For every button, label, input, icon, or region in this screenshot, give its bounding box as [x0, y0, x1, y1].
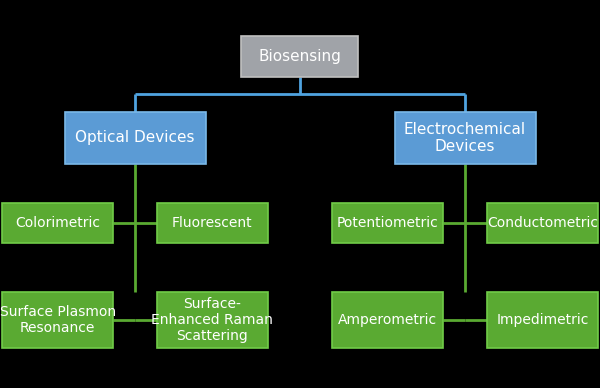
- FancyBboxPatch shape: [332, 203, 443, 244]
- FancyBboxPatch shape: [65, 112, 206, 164]
- Text: Potentiometric: Potentiometric: [337, 216, 439, 230]
- FancyBboxPatch shape: [487, 203, 598, 244]
- FancyBboxPatch shape: [157, 292, 268, 348]
- Text: Fluorescent: Fluorescent: [172, 216, 253, 230]
- FancyBboxPatch shape: [157, 203, 268, 244]
- Text: Amperometric: Amperometric: [338, 313, 437, 327]
- Text: Colorimetric: Colorimetric: [15, 216, 100, 230]
- FancyBboxPatch shape: [487, 292, 598, 348]
- Text: Surface Plasmon
Resonance: Surface Plasmon Resonance: [0, 305, 116, 335]
- FancyBboxPatch shape: [2, 203, 113, 244]
- Text: Surface-
Enhanced Raman
Scattering: Surface- Enhanced Raman Scattering: [151, 297, 274, 343]
- FancyBboxPatch shape: [2, 292, 113, 348]
- FancyBboxPatch shape: [395, 112, 536, 164]
- FancyBboxPatch shape: [332, 292, 443, 348]
- Text: Conductometric: Conductometric: [487, 216, 598, 230]
- Text: Electrochemical
Devices: Electrochemical Devices: [404, 121, 526, 154]
- Text: Optical Devices: Optical Devices: [75, 130, 195, 145]
- Text: Biosensing: Biosensing: [259, 49, 341, 64]
- Text: Impedimetric: Impedimetric: [496, 313, 589, 327]
- FancyBboxPatch shape: [241, 36, 358, 77]
